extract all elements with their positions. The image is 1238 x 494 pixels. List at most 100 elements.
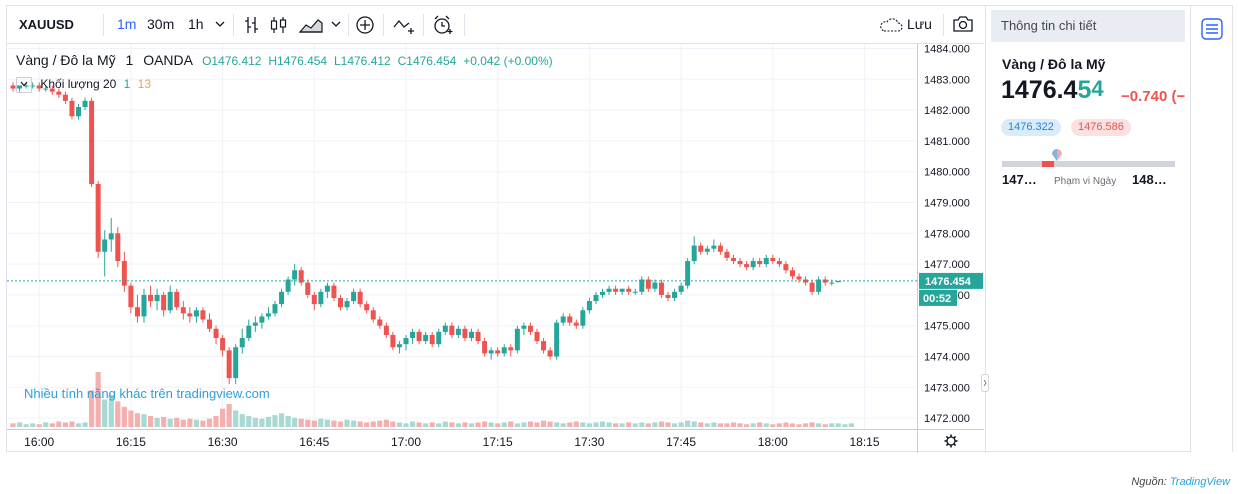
candle-body bbox=[213, 328, 219, 339]
volume-bar bbox=[665, 422, 671, 427]
settings-gear-icon[interactable] bbox=[944, 434, 958, 448]
volume-bar bbox=[278, 413, 285, 427]
toolbar-separator bbox=[464, 14, 465, 36]
volume-bar bbox=[206, 418, 213, 427]
cloud-icon[interactable] bbox=[879, 18, 903, 32]
volume-bar bbox=[842, 424, 848, 427]
bar-type-icon[interactable] bbox=[243, 15, 261, 35]
volume-bar bbox=[534, 422, 540, 427]
area-chart-icon[interactable] bbox=[299, 16, 323, 34]
volume-bar bbox=[658, 421, 665, 427]
volume-bar bbox=[337, 421, 344, 427]
interval-30m-button[interactable]: 30m bbox=[147, 16, 175, 32]
candle-body bbox=[318, 291, 324, 305]
candle-body bbox=[338, 297, 343, 308]
volume-bar bbox=[822, 424, 828, 427]
candle-body bbox=[265, 313, 271, 317]
candle-body bbox=[331, 285, 337, 298]
volume-bar bbox=[75, 423, 82, 427]
candle-body bbox=[56, 91, 62, 95]
volume-bar bbox=[560, 423, 566, 427]
details-list-icon[interactable] bbox=[1201, 18, 1223, 45]
candle-body bbox=[233, 347, 239, 379]
price-chart[interactable]: 1484.000 1483.000 1482.000 1481.000 1480.000… bbox=[7, 44, 984, 453]
alert-icon[interactable] bbox=[432, 14, 454, 36]
promo-link[interactable]: Nhiều tính năng khác trên tradingview.co… bbox=[24, 386, 270, 401]
collapse-legend-button[interactable] bbox=[16, 77, 32, 93]
candle-body bbox=[521, 325, 527, 329]
gear-tooth bbox=[953, 443, 957, 447]
candle-body bbox=[455, 328, 461, 335]
time-tick-label: 16:45 bbox=[299, 435, 329, 449]
candle-body bbox=[704, 248, 710, 252]
candle-body bbox=[167, 291, 173, 311]
candle-body bbox=[298, 270, 304, 283]
volume-bar bbox=[482, 421, 488, 427]
candle-body bbox=[816, 279, 822, 292]
toolbar-separator bbox=[943, 14, 944, 36]
candle-body bbox=[501, 347, 507, 354]
volume-bar bbox=[311, 420, 317, 427]
volume-bar bbox=[36, 424, 42, 427]
price-tick-label: 1483.000 bbox=[924, 74, 970, 86]
details-header[interactable]: Thông tin chi tiết bbox=[991, 10, 1185, 42]
price-tick-label: 1474.000 bbox=[924, 352, 970, 364]
volume-bar bbox=[619, 423, 625, 427]
price-last-digit: 5 bbox=[1077, 76, 1092, 104]
gear-tooth bbox=[945, 443, 949, 447]
candle-body bbox=[672, 291, 678, 298]
countdown-badge bbox=[919, 289, 957, 306]
volume-bar bbox=[848, 423, 854, 427]
add-indicator-icon[interactable] bbox=[355, 15, 375, 35]
chevron-down-icon[interactable] bbox=[215, 20, 225, 28]
volume-bar bbox=[586, 423, 592, 427]
source-link[interactable]: TradingView bbox=[1169, 476, 1230, 488]
candle-icon[interactable] bbox=[269, 15, 289, 35]
collapse-panel-handle[interactable] bbox=[981, 374, 989, 392]
candle-body bbox=[141, 294, 147, 317]
candle-body bbox=[783, 264, 789, 271]
volume-bar bbox=[292, 417, 298, 427]
volume-bar bbox=[351, 420, 357, 427]
camera-icon[interactable] bbox=[952, 15, 974, 33]
top-toolbar: XAUUSD 1m 30m 1h bbox=[7, 6, 984, 44]
price-change: −0.740 (− bbox=[1121, 88, 1186, 105]
gear-ring bbox=[946, 436, 956, 446]
save-button[interactable]: Lưu bbox=[907, 16, 932, 32]
candle-body bbox=[390, 334, 396, 348]
last-price-badge bbox=[919, 272, 983, 289]
candle-body bbox=[121, 261, 127, 286]
time-tick-label: 16:30 bbox=[208, 435, 238, 449]
volume-bar bbox=[396, 422, 403, 427]
volume-bar bbox=[69, 421, 75, 427]
compare-icon[interactable] bbox=[393, 15, 417, 35]
candle-body bbox=[292, 270, 298, 280]
candle-body bbox=[279, 291, 285, 305]
volume-bar bbox=[239, 414, 245, 427]
chart-canvas[interactable]: 1484.000 1483.000 1482.000 1481.000 1480.000… bbox=[7, 44, 984, 453]
candle-body bbox=[567, 316, 573, 323]
volume-bar bbox=[632, 423, 638, 427]
time-tick-label: 17:30 bbox=[574, 435, 604, 449]
candle-body bbox=[645, 279, 651, 289]
symbol-label[interactable]: XAUUSD bbox=[19, 17, 74, 32]
volume-bar bbox=[521, 422, 527, 427]
candle-body bbox=[691, 245, 697, 262]
candle-body bbox=[134, 307, 140, 317]
candle-body bbox=[475, 331, 481, 342]
candle-body bbox=[76, 107, 81, 117]
candle-body bbox=[226, 350, 232, 379]
volume-bar bbox=[508, 421, 514, 427]
candle-body bbox=[619, 288, 625, 292]
volume-bar bbox=[613, 423, 619, 427]
volume-bar bbox=[344, 419, 350, 427]
time-tick-label: 17:45 bbox=[666, 435, 696, 449]
candle-body bbox=[436, 331, 442, 345]
volume-bar bbox=[298, 418, 304, 427]
chevron-down-icon[interactable] bbox=[331, 20, 341, 28]
interval-1h-button[interactable]: 1h bbox=[188, 16, 204, 32]
candle-body bbox=[36, 85, 42, 89]
volume-bar bbox=[233, 410, 239, 427]
interval-1m-button[interactable]: 1m bbox=[117, 16, 137, 32]
candle-body bbox=[639, 279, 645, 292]
